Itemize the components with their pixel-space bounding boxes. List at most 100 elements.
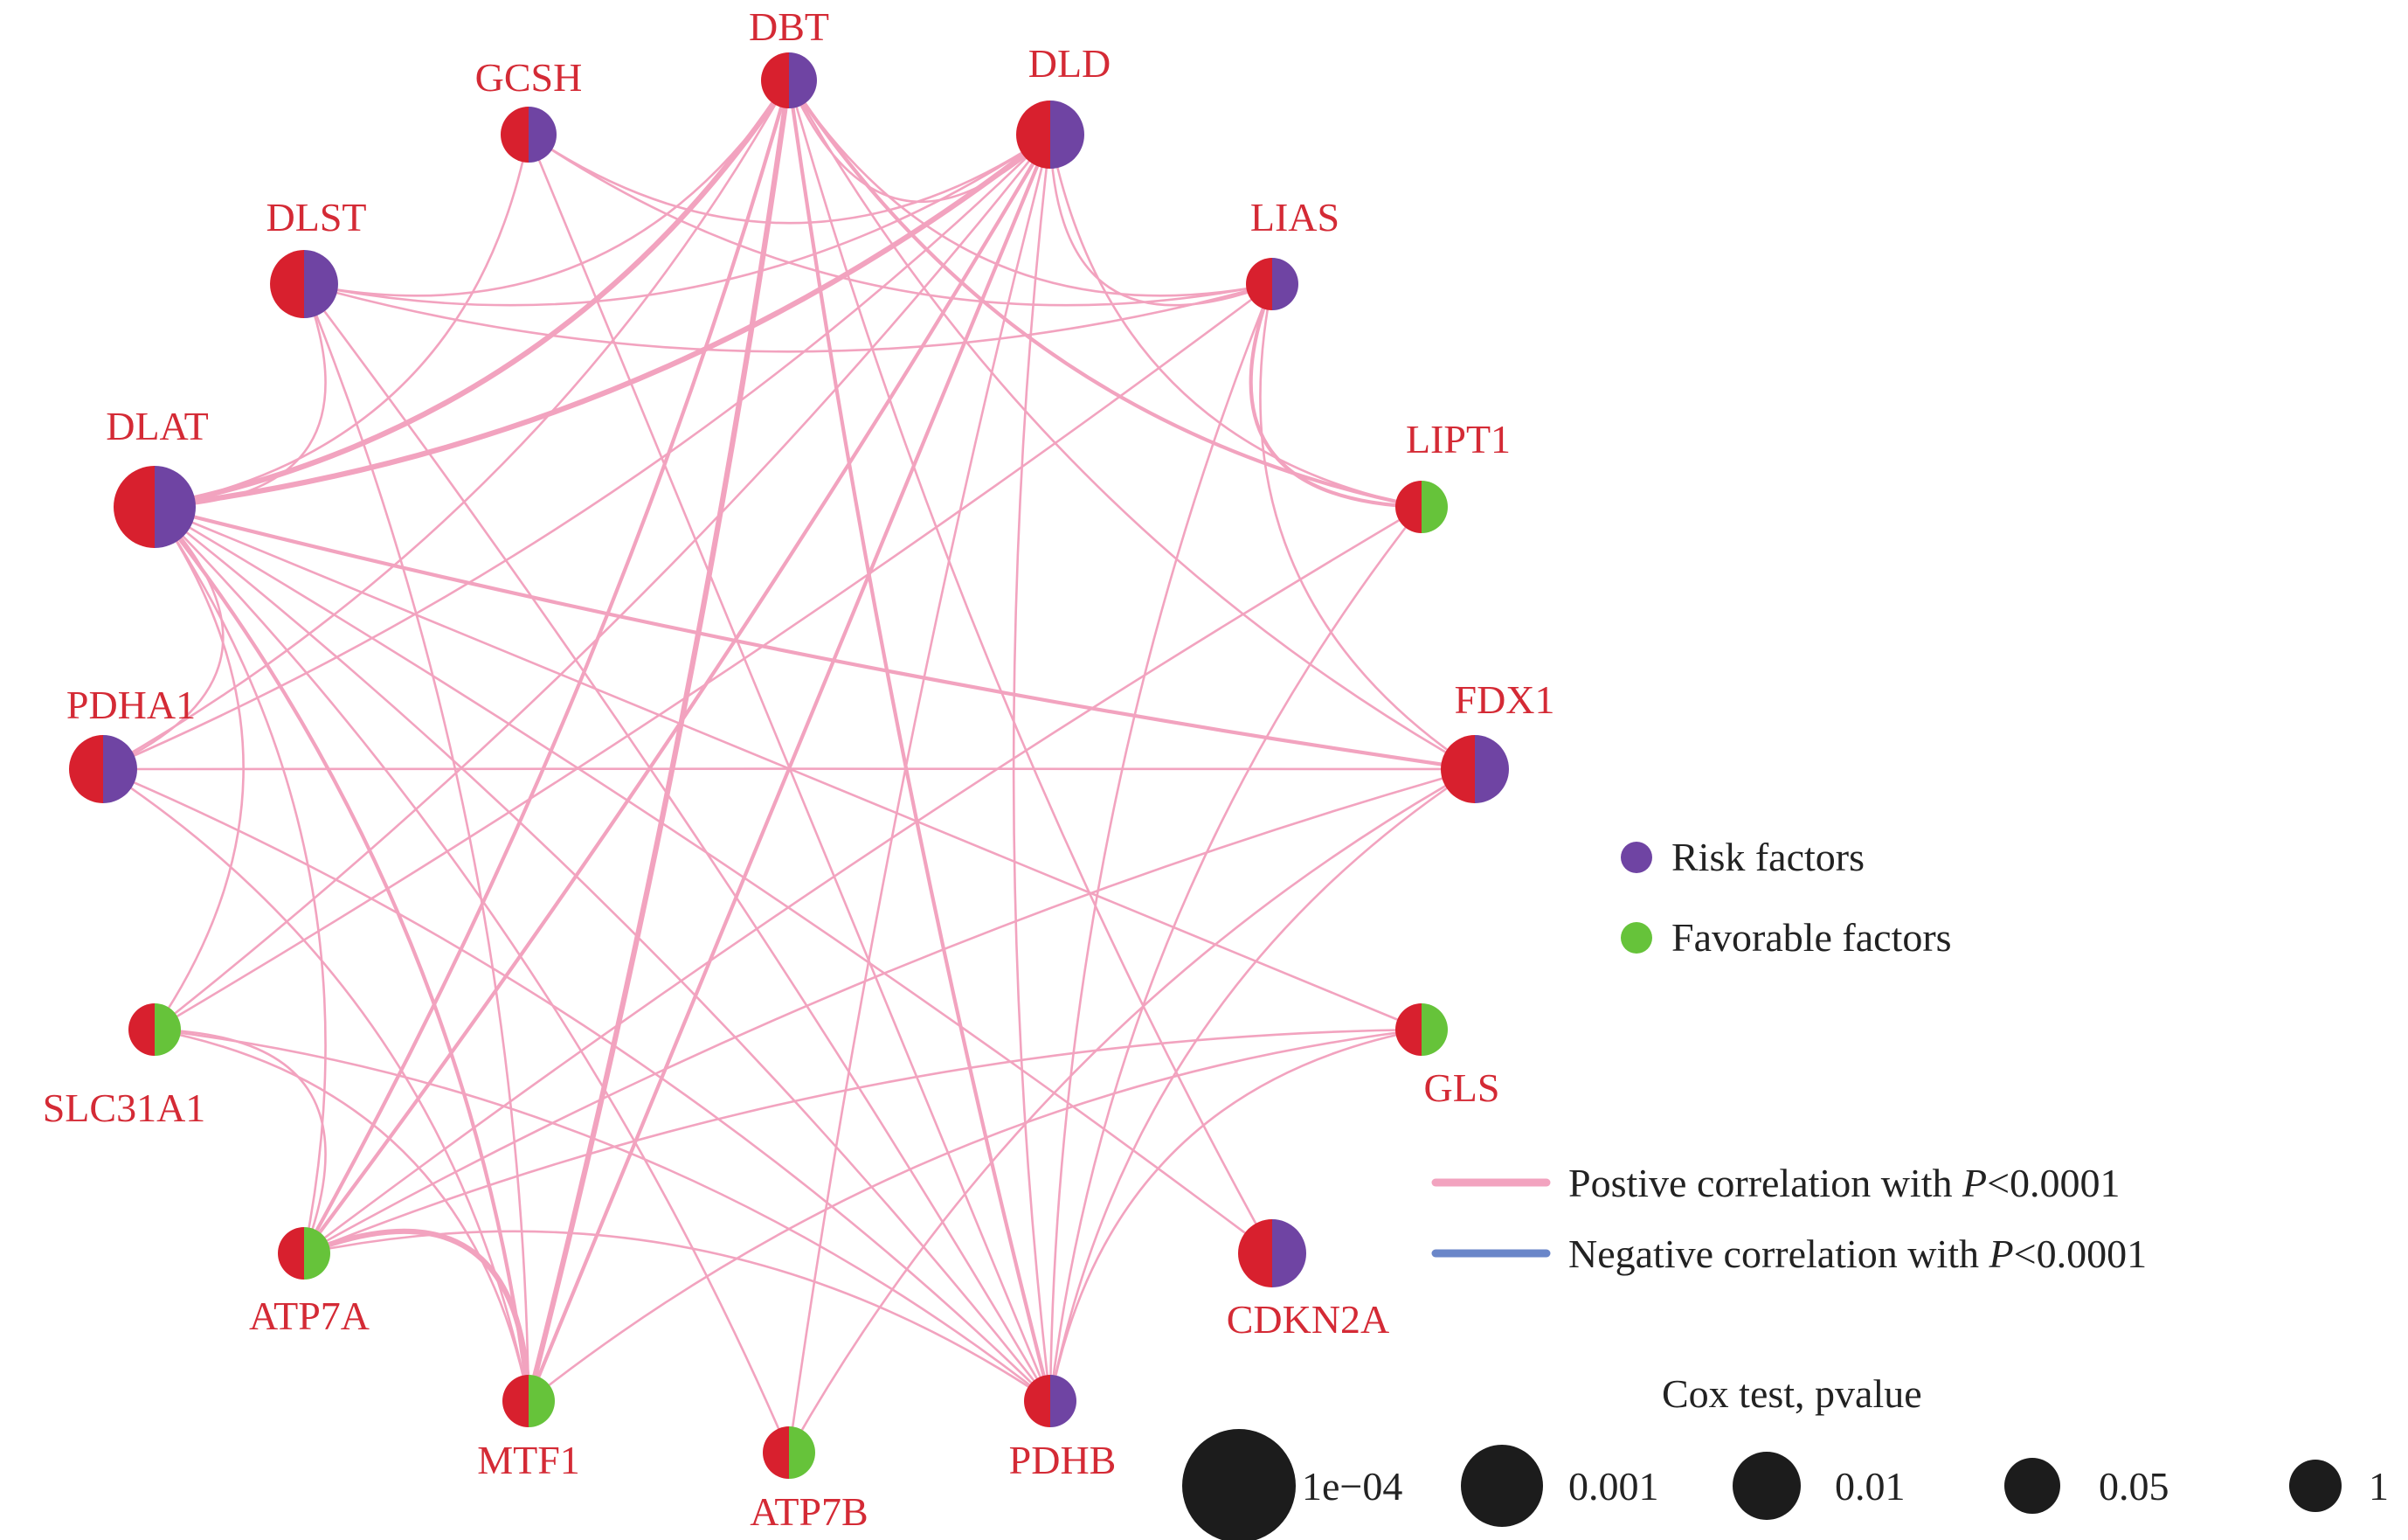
edge-dbt-pdhb [786, 78, 1053, 1404]
node-slc31a1-left-half [128, 1003, 155, 1056]
node-gcsh [501, 107, 557, 163]
cox-size-legend: 1e−04 0.001 0.01 0.05 1 [1182, 1429, 2389, 1540]
node-dlst-left-half [270, 250, 304, 318]
node-dlat-right-half [155, 466, 196, 548]
node-lipt1-right-half [1422, 481, 1448, 533]
risk-factor-legend-dot [1621, 842, 1652, 873]
edge-dld-slc31a1 [153, 133, 1052, 1031]
node-mtf1-right-half [529, 1375, 555, 1427]
edge-lias-fdx1 [1259, 282, 1477, 771]
node-pdha1 [69, 735, 137, 803]
node-lias-right-half [1272, 258, 1298, 310]
edge-dlst-mtf1 [302, 282, 530, 1403]
node-dld [1016, 101, 1084, 169]
edge-dld-dlst [302, 133, 1052, 307]
edge-gcsh-dlat [153, 133, 530, 509]
edge-atp7b-fdx1 [787, 767, 1477, 1454]
node-label-dlat: DLAT [106, 404, 209, 448]
node-slc31a1-right-half [155, 1003, 181, 1056]
node-pdhb-left-half [1024, 1375, 1050, 1427]
node-fdx1-left-half [1441, 735, 1475, 803]
node-label-pdhb: PDHB [1009, 1438, 1117, 1482]
edge-dld-lipt1 [1048, 133, 1423, 509]
edge-dld-lias [1048, 133, 1274, 307]
edge-dld-pdha1 [101, 133, 1052, 771]
node-slc31a1 [128, 1003, 181, 1056]
node-label-lias: LIAS [1250, 195, 1339, 239]
node-pdhb-right-half [1050, 1375, 1076, 1427]
node-mtf1-left-half [502, 1375, 529, 1427]
cox-size-label-1: 0.001 [1568, 1464, 1659, 1509]
node-pdha1-left-half [69, 735, 103, 803]
cox-size-circle-4 [2289, 1460, 2342, 1512]
node-pdhb [1024, 1375, 1076, 1427]
edge-dbt-dlat [151, 77, 792, 510]
edge-dbt-mtf1 [525, 77, 792, 1405]
edges-layer [101, 77, 1477, 1454]
edge-gls-atp7a [302, 1028, 1423, 1255]
node-atp7b-right-half [789, 1426, 815, 1479]
node-fdx1-right-half [1475, 735, 1509, 803]
node-label-mtf1: MTF1 [477, 1438, 580, 1482]
cox-size-circle-2 [1733, 1452, 1801, 1520]
negative-p-symbol: P [1989, 1231, 2014, 1276]
node-gls [1395, 1003, 1448, 1056]
node-dbt-left-half [761, 52, 789, 108]
node-label-gcsh: GCSH [475, 55, 583, 100]
positive-correlation-prefix: Postive correlation with [1568, 1161, 1962, 1205]
favorable-factor-legend-label: Favorable factors [1671, 915, 1952, 960]
edge-gcsh-lias [527, 133, 1274, 307]
edge-dbt-dlst [302, 79, 791, 297]
node-atp7a [278, 1227, 330, 1280]
node-label-pdha1: PDHA1 [66, 683, 196, 727]
edge-dlst-dlat [153, 282, 327, 509]
edge-lias-lipt1 [1249, 281, 1424, 510]
favorable-factor-legend-dot [1621, 922, 1652, 954]
positive-p-threshold: <0.0001 [1987, 1161, 2120, 1205]
cox-size-label-2: 0.01 [1835, 1464, 1906, 1509]
edge-gls-mtf1 [527, 1028, 1423, 1403]
positive-p-symbol: P [1962, 1161, 1987, 1205]
node-fdx1 [1441, 735, 1509, 803]
node-label-atp7a: ATP7A [249, 1294, 370, 1338]
negative-p-threshold: <0.0001 [2014, 1231, 2147, 1276]
node-lipt1-left-half [1395, 481, 1422, 533]
negative-correlation-prefix: Negative correlation with [1568, 1231, 1989, 1276]
edge-dld-atp7b [787, 133, 1052, 1454]
node-dld-left-half [1016, 101, 1050, 169]
node-label-cdkn2a: CDKN2A [1227, 1297, 1390, 1342]
edge-dld-atp7a [301, 132, 1053, 1256]
node-dbt-right-half [789, 52, 817, 108]
node-label-atp7b: ATP7B [750, 1489, 868, 1534]
edge-pdha1-mtf1 [101, 767, 530, 1403]
node-gls-left-half [1395, 1003, 1422, 1056]
legend: Risk factors Favorable factors Postive c… [1182, 835, 2389, 1540]
edge-dlat-fdx1 [152, 504, 1477, 772]
node-dlst [270, 250, 338, 318]
edge-lias-slc31a1 [153, 282, 1274, 1031]
node-gls-right-half [1422, 1003, 1448, 1056]
edge-gls-pdhb [1048, 1028, 1423, 1403]
cox-size-circle-3 [2004, 1458, 2060, 1514]
node-dbt [761, 52, 817, 108]
positive-correlation-legend-label: Postive correlation with P<0.0001 [1568, 1161, 2121, 1205]
node-atp7a-right-half [304, 1227, 330, 1280]
edge-dlat-cdkn2a [153, 505, 1274, 1255]
edge-dlat-atp7b [153, 505, 791, 1454]
node-lipt1 [1395, 481, 1448, 533]
node-cdkn2a-right-half [1272, 1219, 1306, 1287]
node-label-gls: GLS [1424, 1065, 1500, 1110]
edge-slc31a1-mtf1 [153, 1028, 530, 1403]
edge-dlst-lias [302, 282, 1274, 353]
node-label-dld: DLD [1028, 41, 1111, 86]
node-atp7a-left-half [278, 1227, 304, 1280]
cox-size-circle-1 [1461, 1445, 1543, 1527]
cox-size-label-4: 1 [2369, 1464, 2389, 1509]
node-atp7b [763, 1426, 815, 1479]
negative-correlation-legend-label: Negative correlation with P<0.0001 [1568, 1231, 2147, 1276]
edge-dbt-cdkn2a [787, 79, 1274, 1255]
edge-slc31a1-atp7a [153, 1028, 327, 1255]
node-pdha1-right-half [103, 735, 137, 803]
edge-fdx1-atp7a [302, 767, 1477, 1255]
edge-lias-pdhb [1048, 282, 1274, 1403]
